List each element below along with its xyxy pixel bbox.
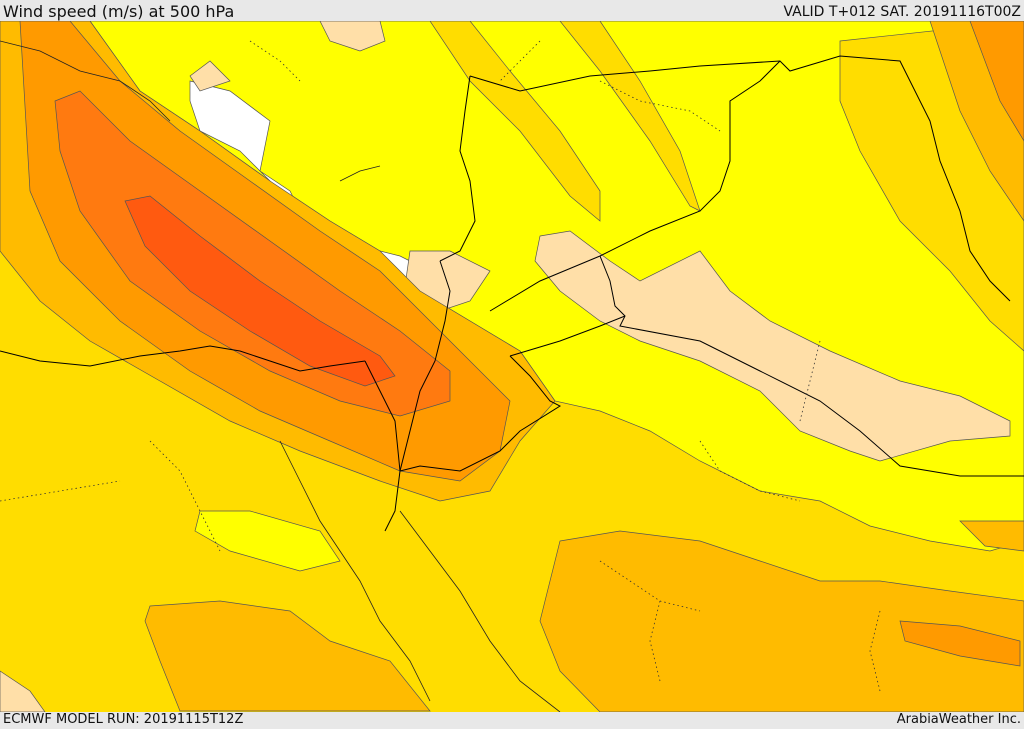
footer-bar: ECMWF MODEL RUN: 20191115T12Z ArabiaWeat…: [0, 712, 1024, 729]
model-run: ECMWF MODEL RUN: 20191115T12Z: [3, 712, 244, 727]
internal-boundaries: [0, 40, 881, 692]
credit: ArabiaWeather Inc.: [896, 712, 1021, 727]
header-bar: Wind speed (m/s) at 500 hPa VALID T+012 …: [0, 0, 1024, 22]
valid-time: VALID T+012 SAT. 20191116T00Z: [783, 4, 1021, 20]
wind-speed-map: [0, 21, 1024, 712]
coastlines: [0, 40, 561, 712]
map-title: Wind speed (m/s) at 500 hPa: [3, 2, 235, 21]
country-borders: [0, 55, 1024, 532]
field-light: [534, 230, 1011, 462]
